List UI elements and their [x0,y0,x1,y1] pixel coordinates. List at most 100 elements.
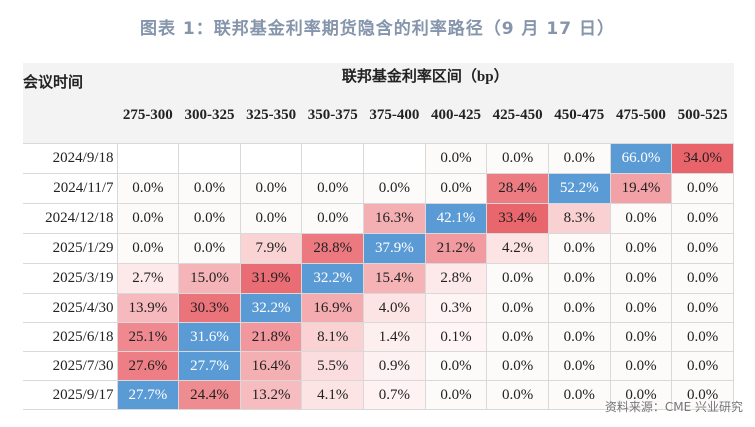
chart-title: 图表 1：联邦基金利率期货隐含的利率路径（9 月 17 日） [140,19,615,39]
probability-cell: 31.6% [178,322,241,352]
probability-cell [239,143,303,174]
probability-cell: 0.0% [424,143,488,174]
table-row: 2025/1/29 0.0% 0.0% 7.9% 28.8% 37.9% 21.2% 4.2%… [23,233,734,264]
column-header: 325-350 [240,87,302,144]
probability-cell: 0.0% [239,203,303,234]
probability-cell: 0.0% [363,173,426,204]
probability-cell: 16.3% [363,203,426,234]
probability-cell: 52.2% [547,173,611,204]
probability-cell: 21.8% [239,322,303,352]
probability-cell: 66.0% [609,143,673,174]
probability-cell: 0.1% [424,322,488,352]
probability-cell: 0.0% [486,143,549,174]
probability-cell: 0.0% [671,351,734,381]
probability-cell: 8.3% [547,203,611,234]
probability-cell: 33.4% [486,203,549,234]
probability-cell: 0.0% [547,233,611,264]
probability-cell: 0.0% [609,380,673,410]
probability-cell: 0.0% [116,233,180,264]
probability-cell: 25.1% [116,322,180,352]
probability-cell: 0.0% [671,173,734,204]
probability-cell: 0.0% [178,173,241,204]
probability-cell: 0.0% [671,233,734,264]
probability-cell: 28.4% [486,173,549,204]
probability-cell: 0.0% [547,263,611,294]
probability-cell: 27.6% [116,351,180,381]
meeting-date: 2025/1/29 [23,233,118,264]
meeting-date: 2025/4/30 [23,293,118,323]
column-header: 425-450 [486,87,549,144]
probability-cell: 13.2% [239,380,303,410]
table-row: 2024/9/18 0.0% 0.0% 0.0% 66.0% 34.0% [23,143,734,174]
probability-cell: 1.4% [363,322,426,352]
probability-cell: 28.8% [301,233,365,264]
probability-cell: 42.1% [424,203,488,234]
probability-cell: 0.0% [547,322,611,352]
table-row: 2024/11/7 0.0% 0.0% 0.0% 0.0% 0.0% 0.0% 28.4% 52… [23,173,734,204]
probability-cell: 15.4% [363,263,426,294]
meeting-date: 2024/9/18 [23,143,118,174]
column-group-header: 联邦基金利率区间（bp） [117,63,734,87]
probability-cell: 0.0% [671,380,734,410]
probability-cell [116,143,180,174]
meeting-date: 2024/11/7 [23,173,118,204]
probability-cell [301,143,365,174]
column-header: 475-500 [610,87,672,144]
probability-cell: 0.0% [301,203,365,234]
probability-cell: 0.0% [609,203,673,234]
probability-cell: 0.0% [486,322,549,352]
probability-cell: 0.0% [609,233,673,264]
probability-cell: 21.2% [424,233,488,264]
probability-cell: 2.7% [116,263,180,294]
probability-cell: 0.0% [178,203,241,234]
table-row: 2024/12/18 0.0% 0.0% 0.0% 0.0% 16.3% 42.1% 33.4… [23,203,734,234]
probability-cell: 27.7% [178,351,241,381]
probability-cell: 0.0% [239,173,303,204]
table-row: 2025/9/17 27.7% 24.4% 13.2% 4.1% 0.7% 0.0% 0.0%… [23,380,734,410]
probability-cell [363,143,426,174]
probability-cell: 0.3% [424,293,488,323]
meeting-date: 2025/7/30 [23,351,118,381]
meeting-date: 2025/3/19 [23,263,118,294]
probability-cell: 0.0% [609,351,673,381]
meeting-date: 2025/6/18 [23,322,118,352]
probability-heatmap-table: 会议时间 联邦基金利率区间（bp） 275-300 300-325 325-350 3… [23,63,734,410]
probability-cell: 19.4% [609,173,673,204]
probability-cell: 24.4% [178,380,241,410]
probability-cell: 0.0% [671,263,734,294]
probability-cell: 32.2% [239,293,303,323]
probability-cell: 0.0% [486,293,549,323]
probability-cell: 5.5% [301,351,365,381]
probability-cell [178,143,241,174]
probability-cell: 0.0% [486,380,549,410]
column-header: 500-525 [671,87,734,144]
probability-cell: 0.9% [363,351,426,381]
meeting-date: 2024/12/18 [23,203,118,234]
column-header: 400-425 [425,87,487,144]
table-row: 2025/4/30 13.9% 30.3% 32.2% 16.9% 4.0% 0.3% 0.0… [23,293,734,323]
probability-cell: 37.9% [363,233,426,264]
column-header: 450-475 [548,87,611,144]
probability-cell: 34.0% [671,143,734,174]
probability-cell: 0.0% [547,143,611,174]
probability-cell: 4.0% [363,293,426,323]
column-header: 275-300 [117,87,179,144]
probability-cell: 16.4% [239,351,303,381]
probability-cell: 15.0% [178,263,241,294]
probability-cell: 0.0% [424,351,488,381]
probability-cell: 2.8% [424,263,488,294]
probability-cell: 16.9% [301,293,365,323]
probability-cell: 30.3% [178,293,241,323]
column-header: 375-400 [363,87,426,144]
probability-cell: 0.0% [486,351,549,381]
probability-cell: 0.0% [671,322,734,352]
probability-cell: 4.1% [301,380,365,410]
meeting-date: 2025/9/17 [23,380,118,410]
probability-cell: 0.0% [671,203,734,234]
probability-cell: 13.9% [116,293,180,323]
source-note: 资料来源：CME 兴业研究 [604,400,743,414]
probability-cell: 0.0% [547,380,611,410]
probability-cell: 0.0% [178,233,241,264]
probability-cell: 0.0% [671,293,734,323]
probability-cell: 0.0% [609,293,673,323]
